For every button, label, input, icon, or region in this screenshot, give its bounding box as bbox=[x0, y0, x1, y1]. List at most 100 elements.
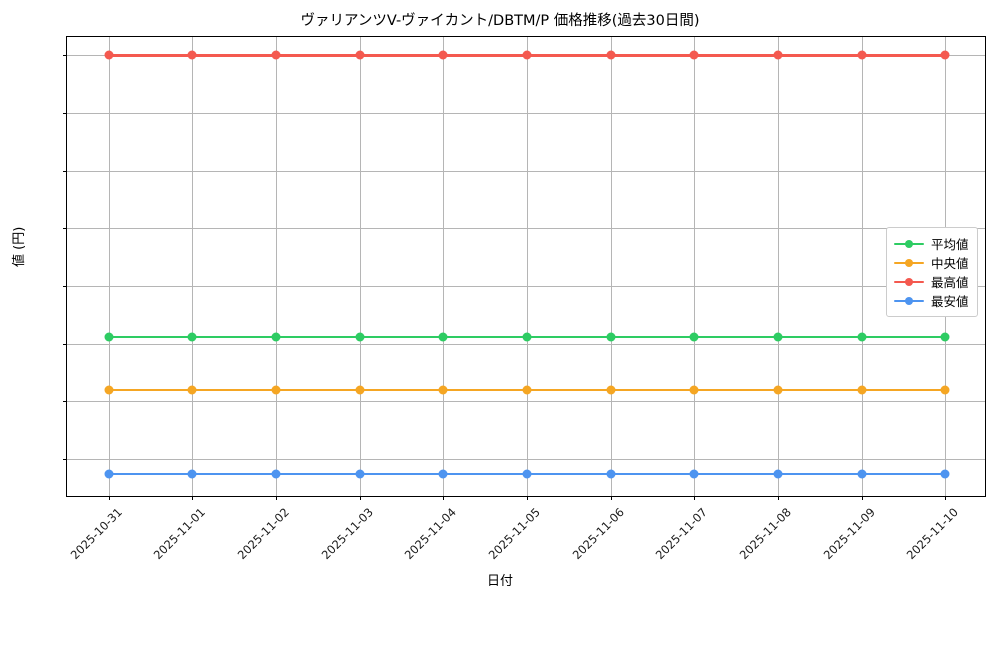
chart-title: ヴァリアンツV-ヴァイカント/DBTM/P 価格推移(過去30日間) bbox=[300, 13, 700, 29]
series-data-point bbox=[104, 50, 114, 60]
series-line-segment bbox=[359, 54, 444, 57]
series-data-point bbox=[606, 469, 616, 479]
series-line-segment bbox=[777, 54, 862, 57]
x-axis-tick-mark bbox=[945, 496, 947, 500]
series-2 bbox=[67, 37, 985, 496]
series-line-segment bbox=[108, 472, 193, 475]
series-data-point bbox=[689, 50, 699, 60]
series-data-point bbox=[606, 385, 616, 395]
series-data-point bbox=[857, 50, 867, 60]
gridline-vertical bbox=[192, 37, 194, 496]
series-data-point bbox=[689, 385, 699, 395]
series-data-point bbox=[940, 469, 950, 479]
series-line-segment bbox=[610, 472, 695, 475]
legend-marker-icon bbox=[894, 238, 924, 250]
y-axis-tick-mark bbox=[63, 343, 67, 345]
legend-item-2[interactable]: 中央値 bbox=[894, 253, 969, 272]
series-line-segment bbox=[276, 472, 360, 475]
legend-item-1[interactable]: 平均値 bbox=[894, 234, 969, 253]
chart-figure: ヴァリアンツV-ヴァイカント/DBTM/P 価格推移(過去30日間) 値 (円)… bbox=[12, 13, 986, 589]
series-data-point bbox=[940, 385, 950, 395]
y-axis-tick-mark bbox=[63, 170, 67, 172]
series-data-point bbox=[606, 332, 616, 342]
plot-area bbox=[63, 36, 986, 500]
series-data-point bbox=[522, 385, 532, 395]
x-axis-label: 日付 bbox=[486, 574, 513, 589]
legend-label: 最高値 bbox=[931, 275, 969, 290]
series-data-point bbox=[857, 385, 867, 395]
series-data-point bbox=[689, 469, 699, 479]
x-axis-tick-mark bbox=[359, 496, 361, 500]
series-data-point bbox=[940, 332, 950, 342]
x-axis-tick-mark bbox=[610, 496, 612, 500]
series-line-segment bbox=[108, 335, 193, 338]
series-data-point bbox=[773, 50, 783, 60]
gridline-vertical bbox=[443, 37, 445, 496]
gridline-vertical bbox=[359, 37, 361, 496]
series-data-point bbox=[271, 469, 281, 479]
x-axis-tick-mark bbox=[192, 496, 194, 500]
series-data-point bbox=[522, 50, 532, 60]
series-data-point bbox=[271, 385, 281, 395]
legend-marker-icon bbox=[894, 276, 924, 288]
series-line-segment bbox=[359, 388, 444, 391]
y-axis-label: 値 (円) bbox=[12, 226, 27, 267]
legend-label: 平均値 bbox=[931, 237, 969, 252]
series-line-segment bbox=[777, 472, 862, 475]
series-data-point bbox=[271, 50, 281, 60]
series-data-point bbox=[438, 469, 448, 479]
series-data-point bbox=[940, 50, 950, 60]
series-line-segment bbox=[861, 388, 946, 391]
series-line-segment bbox=[861, 472, 946, 475]
series-line-segment bbox=[276, 388, 360, 391]
series-line-segment bbox=[108, 388, 193, 391]
series-data-point bbox=[187, 50, 197, 60]
legend-item-3[interactable]: 最高値 bbox=[894, 272, 969, 291]
x-axis-tick-mark bbox=[276, 496, 278, 500]
series-data-point bbox=[606, 50, 616, 60]
series-line-segment bbox=[443, 388, 527, 391]
series-data-point bbox=[104, 469, 114, 479]
series-data-point bbox=[355, 50, 365, 60]
series-line-segment bbox=[192, 54, 277, 57]
series-data-point bbox=[857, 469, 867, 479]
series-line-segment bbox=[192, 388, 277, 391]
series-line-segment bbox=[443, 472, 527, 475]
legend-label: 中央値 bbox=[931, 256, 969, 271]
series-data-point bbox=[857, 332, 867, 342]
series-data-point bbox=[187, 469, 197, 479]
series-line-segment bbox=[861, 335, 946, 338]
legend-item-4[interactable]: 最安値 bbox=[894, 291, 969, 310]
y-axis-tick-mark bbox=[63, 228, 67, 230]
gridline-horizontal bbox=[67, 228, 985, 230]
series-line-segment bbox=[610, 335, 695, 338]
series-line-segment bbox=[527, 335, 611, 338]
gridline-vertical bbox=[777, 37, 779, 496]
legend-marker-icon bbox=[894, 257, 924, 269]
series-data-point bbox=[438, 332, 448, 342]
series-line-segment bbox=[192, 472, 277, 475]
series-data-point bbox=[104, 332, 114, 342]
series-line-segment bbox=[192, 335, 277, 338]
series-line-segment bbox=[527, 388, 611, 391]
gridline-vertical bbox=[108, 37, 110, 496]
series-line-segment bbox=[359, 335, 444, 338]
series-line-segment bbox=[694, 54, 778, 57]
gridline-horizontal bbox=[67, 170, 985, 172]
x-axis-tick-mark bbox=[694, 496, 696, 500]
series-line-segment bbox=[610, 54, 695, 57]
series-1 bbox=[67, 37, 985, 496]
series-data-point bbox=[355, 332, 365, 342]
series-data-point bbox=[438, 385, 448, 395]
series-line-segment bbox=[694, 388, 778, 391]
series-line-segment bbox=[443, 54, 527, 57]
series-data-point bbox=[522, 469, 532, 479]
series-line-segment bbox=[443, 335, 527, 338]
legend-label: 最安値 bbox=[931, 294, 969, 309]
series-data-point bbox=[773, 332, 783, 342]
series-data-point bbox=[438, 50, 448, 60]
gridline-horizontal bbox=[67, 285, 985, 287]
series-data-point bbox=[522, 332, 532, 342]
series-data-point bbox=[104, 385, 114, 395]
series-4 bbox=[67, 37, 985, 496]
